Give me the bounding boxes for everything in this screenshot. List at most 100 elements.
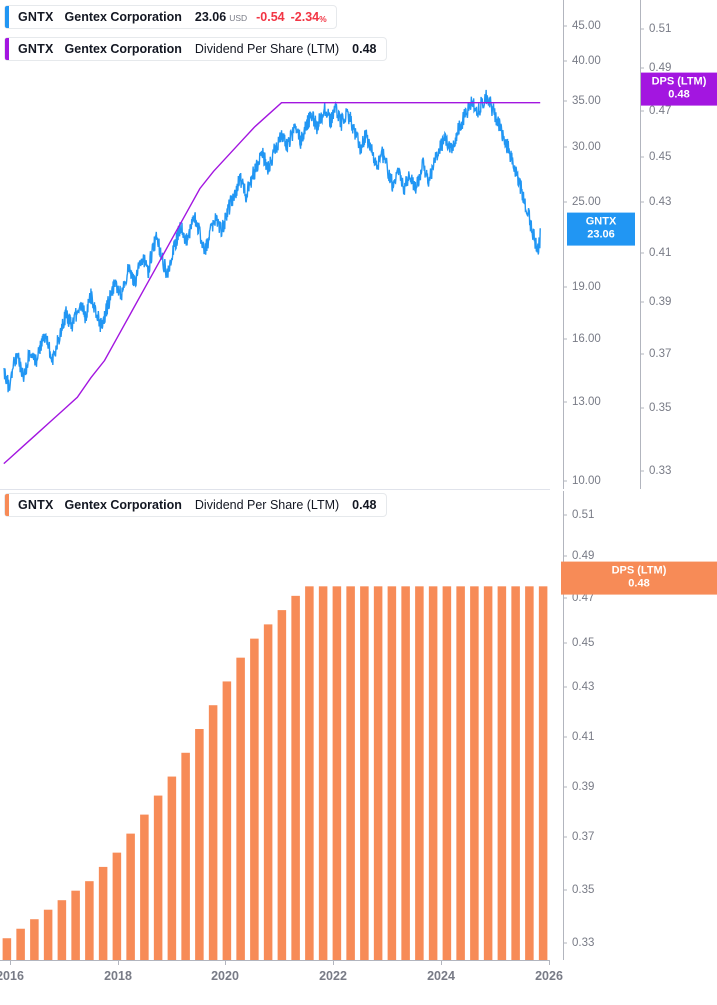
dps-bar[interactable] [167, 776, 177, 960]
dps-bar-chart-pane[interactable] [0, 491, 550, 960]
price-axis-label: 10.00 [572, 475, 601, 487]
legend-price-symbol: GNTX [18, 10, 54, 24]
time-axis-tick [10, 960, 11, 965]
dps-badge-bottom-label: DPS (LTM) [611, 564, 667, 577]
dps-bar[interactable] [222, 681, 232, 960]
dps-axis-top-tick [640, 28, 644, 30]
dps-bar[interactable] [250, 638, 259, 960]
dps-axis-bottom[interactable]: 0.51 0.49 0.47 0.45 0.43 0.41 0.39 0.37 0.35 0.33 [563, 491, 717, 960]
dps-bar[interactable] [277, 610, 287, 960]
pane-divider [0, 489, 550, 490]
dps-bar[interactable] [181, 752, 190, 960]
dps-axis-bottom-label: 0.45 [572, 637, 595, 649]
dps-bar[interactable] [126, 833, 135, 960]
dps-bar-chart-svg [2, 586, 548, 960]
dps-axis-top-label: 0.45 [649, 151, 672, 163]
legend-dps-color-swatch [5, 38, 9, 60]
dps-bar[interactable] [387, 586, 397, 960]
time-axis-label: 2018 [104, 969, 132, 983]
dps-bar[interactable] [346, 586, 355, 960]
dps-bar[interactable] [456, 586, 465, 960]
dps-bar[interactable] [236, 657, 245, 960]
dps-bar[interactable] [85, 881, 94, 960]
dps-bar[interactable] [373, 586, 383, 960]
dps-badge-top-label: DPS (LTM) [651, 75, 707, 88]
dps-bar[interactable] [332, 586, 342, 960]
price-axis-label: 19.00 [572, 281, 601, 293]
price-axis-line [563, 0, 564, 489]
dps-bar[interactable] [538, 586, 548, 960]
price-axis-tick [563, 146, 567, 148]
legend-dps-pane-symbol: GNTX [18, 498, 54, 512]
dps-bar[interactable] [208, 705, 218, 960]
time-axis-tick [333, 960, 334, 965]
dps-axis-top-label: 0.47 [649, 105, 672, 117]
dps-axis-bottom-label: 0.51 [572, 509, 595, 521]
price-axis-tick [563, 60, 567, 62]
dps-axis-top-tick [640, 67, 644, 69]
dps-bar[interactable] [2, 938, 12, 960]
dps-axis-top-label: 0.43 [649, 196, 672, 208]
time-axis[interactable]: 2016 2018 2020 2022 2024 2026 [0, 960, 717, 1005]
dps-bar[interactable] [195, 729, 204, 960]
dps-axis-top[interactable]: 0.51 0.49 0.47 0.45 0.43 0.41 0.39 0.37 0.35 0.33 [640, 0, 717, 489]
dps-bar[interactable] [305, 586, 314, 960]
dps-bar[interactable] [318, 586, 328, 960]
dps-axis-bottom-tick [563, 836, 567, 838]
price-axis-tick [563, 201, 567, 203]
dps-bar[interactable] [442, 586, 452, 960]
dps-bar[interactable] [153, 795, 163, 960]
dps-bar[interactable] [30, 919, 39, 960]
dps-axis-bottom-tick [563, 942, 567, 944]
legend-dps-overlay[interactable]: GNTX Gentex Corporation Dividend Per Sha… [4, 37, 387, 61]
dps-bar[interactable] [401, 586, 410, 960]
dps-axis-bottom-tick [563, 686, 567, 688]
price-line-series [3, 89, 541, 393]
dps-bar[interactable] [263, 624, 273, 960]
dps-bar[interactable] [43, 909, 53, 960]
dps-bar[interactable] [483, 586, 493, 960]
dps-bar[interactable] [360, 586, 369, 960]
dps-badge-top[interactable]: DPS (LTM) 0.48 [641, 72, 717, 106]
dps-bar[interactable] [470, 586, 479, 960]
time-axis-tick [549, 960, 550, 965]
legend-dps-pane-metric: Dividend Per Share (LTM) [194, 498, 340, 512]
dps-bar[interactable] [511, 586, 520, 960]
dps-axis-bottom-line [563, 491, 564, 960]
dps-bar[interactable] [112, 852, 122, 960]
dps-bar[interactable] [98, 866, 108, 960]
dps-badge-bottom[interactable]: DPS (LTM) 0.48 [561, 561, 717, 595]
dps-axis-bottom-tick [563, 786, 567, 788]
legend-price-change: -0.54 [256, 10, 285, 24]
legend-dps-pane-color-swatch [5, 494, 9, 516]
dps-bar[interactable] [291, 595, 300, 960]
dps-axis-bottom-label: 0.41 [572, 731, 595, 743]
dps-bar[interactable] [415, 586, 424, 960]
dps-bar[interactable] [428, 586, 438, 960]
dps-axis-bottom-tick [563, 555, 567, 557]
legend-price-color-swatch [5, 6, 9, 28]
dps-axis-top-tick [640, 353, 644, 355]
dps-bar[interactable] [71, 890, 80, 960]
dps-bar[interactable] [16, 928, 25, 960]
legend-dps-pane-company: Gentex Corporation [64, 498, 182, 512]
dps-bar[interactable] [497, 586, 507, 960]
dps-bar[interactable] [57, 900, 67, 960]
time-axis-label: 2026 [535, 969, 563, 983]
dps-axis-bottom-label: 0.33 [572, 937, 595, 949]
price-badge[interactable]: GNTX 23.06 [567, 212, 635, 246]
dps-axis-top-label: 0.49 [649, 62, 672, 74]
legend-dps-value: 0.48 [352, 42, 377, 56]
legend-dps-pane[interactable]: GNTX Gentex Corporation Dividend Per Sha… [4, 493, 387, 517]
dps-bar[interactable] [525, 586, 534, 960]
dps-axis-bottom-tick [563, 642, 567, 644]
dps-axis-bottom-tick [563, 736, 567, 738]
dps-bar[interactable] [140, 814, 149, 960]
legend-price[interactable]: GNTX Gentex Corporation 23.06 USD -0.54 … [4, 5, 337, 29]
dps-axis-top-tick [640, 301, 644, 303]
price-axis-tick [563, 25, 567, 27]
price-axis[interactable]: 45.00 40.00 35.00 30.00 25.00 19.00 16.00 13.00… [563, 0, 635, 489]
dps-axis-bottom-label: 0.37 [572, 831, 595, 843]
price-chart-pane[interactable] [0, 0, 550, 489]
